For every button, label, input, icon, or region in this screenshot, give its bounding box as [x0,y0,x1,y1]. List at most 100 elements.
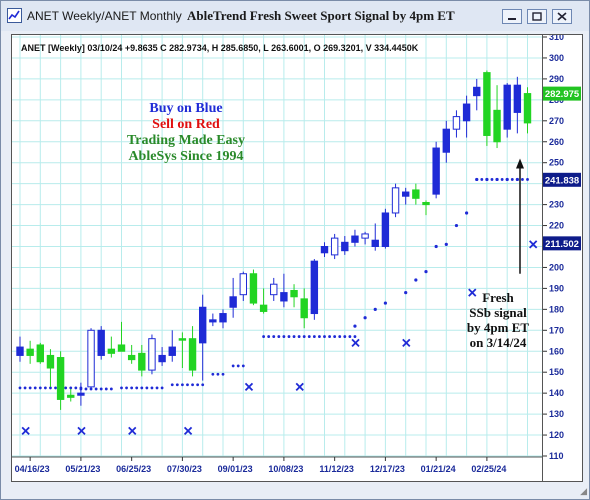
candle[interactable] [442,120,451,163]
candle[interactable] [46,349,55,387]
status-strip: ◢ [1,483,589,499]
candle-body [351,235,359,243]
candle[interactable] [199,294,207,381]
candle[interactable] [26,340,34,364]
candle[interactable] [158,347,166,366]
support-dot [510,178,514,181]
minimize-icon [508,18,516,20]
signal-x-mark [128,426,137,435]
signal-x-stroke [402,338,411,348]
candle[interactable] [168,330,176,362]
title-bar[interactable]: ANET Weekly/ANET Monthly AbleTrend Fresh… [1,1,589,31]
price-scale-bg [543,35,582,481]
support-dot [353,335,357,338]
signal-x-stroke [295,382,304,392]
candle[interactable] [320,242,329,257]
candle-body [371,239,379,247]
minimize-button[interactable] [502,9,522,24]
candle[interactable] [229,277,237,318]
support-dot [282,335,286,338]
candle[interactable] [209,313,217,327]
candle[interactable] [432,141,440,199]
signal-x-mark [295,382,304,392]
candle[interactable] [452,110,461,138]
support-dot [292,335,296,338]
candle[interactable] [219,309,227,329]
candle[interactable] [361,231,369,245]
close-icon [557,12,567,21]
candle[interactable] [341,236,349,255]
support-dot [231,364,235,368]
candle[interactable] [77,382,85,406]
restore-button[interactable] [527,9,547,24]
candlestick-chart[interactable]: 04/16/23 05/21/23 06/25/23 07/30/23 09/01/23… [12,35,542,481]
price-badge: 282.975 [543,86,581,101]
support-dot [500,178,504,181]
support-dot [307,335,311,338]
candle[interactable] [259,288,268,314]
y-tick-label: 150 [549,367,564,377]
candle[interactable] [462,95,471,138]
candle[interactable] [402,187,410,205]
candle[interactable] [67,388,75,402]
y-tick-label: 130 [549,409,564,419]
candle[interactable] [270,277,278,301]
candle[interactable] [473,78,481,111]
ohlc-info-line: ANET [Weekly] 03/10/24 +9.8635 C 282.973… [21,43,419,53]
restore-icon [532,12,542,21]
candle[interactable] [330,233,339,260]
close-button[interactable] [552,9,572,24]
candle[interactable] [280,273,288,308]
support-dot [211,372,215,376]
candle[interactable] [351,229,359,247]
price-scale[interactable]: 1101201301401501601701801902002102202302… [543,32,583,482]
price-axis: 1101201301401501601701801902002102202302… [543,32,582,481]
candle[interactable] [483,70,491,146]
candle[interactable] [391,183,400,218]
resize-grip-icon[interactable]: ◢ [580,486,587,496]
candle[interactable] [493,85,501,149]
support-dot [125,386,128,390]
price-badge-label: 241.838 [545,175,579,186]
candle[interactable] [300,288,308,329]
support-dot [277,335,281,338]
candle[interactable] [138,344,146,377]
candle[interactable] [381,208,390,249]
candle[interactable] [87,328,95,389]
support-dot [454,223,459,228]
candle[interactable] [178,332,187,369]
candle[interactable] [16,336,24,362]
support-dot [18,386,22,390]
candle[interactable] [148,334,156,375]
candle[interactable] [422,200,430,216]
x-tick-label: 11/12/23 [319,464,354,474]
candle[interactable] [513,76,522,134]
candle-body [452,116,461,130]
candle[interactable] [503,83,511,138]
candle[interactable] [310,259,319,320]
support-dot [526,178,529,181]
candle[interactable] [290,284,298,308]
candle-body [158,354,166,363]
candle[interactable] [239,271,248,301]
annotation-line-3: by 4pm ET [466,320,530,335]
candle[interactable] [371,223,379,251]
candle[interactable] [523,87,532,134]
candle[interactable] [188,326,197,377]
support-dot [54,386,57,390]
candle[interactable] [412,183,420,205]
candle-body [473,86,481,97]
candle[interactable] [36,342,45,364]
candle[interactable] [107,336,116,358]
signal-x-stroke [529,240,538,249]
annotation-line-4: on 3/14/24 [469,335,527,350]
candle[interactable] [249,269,258,306]
candle[interactable] [117,321,126,352]
chart-plot-area[interactable]: 04/16/23 05/21/23 06/25/23 07/30/23 09/01/23… [11,34,543,482]
candle[interactable] [56,351,65,410]
candle-body [432,147,440,195]
support-dot [333,335,337,338]
candle[interactable] [97,326,105,360]
candle[interactable] [127,344,136,364]
candle-body [209,319,217,323]
